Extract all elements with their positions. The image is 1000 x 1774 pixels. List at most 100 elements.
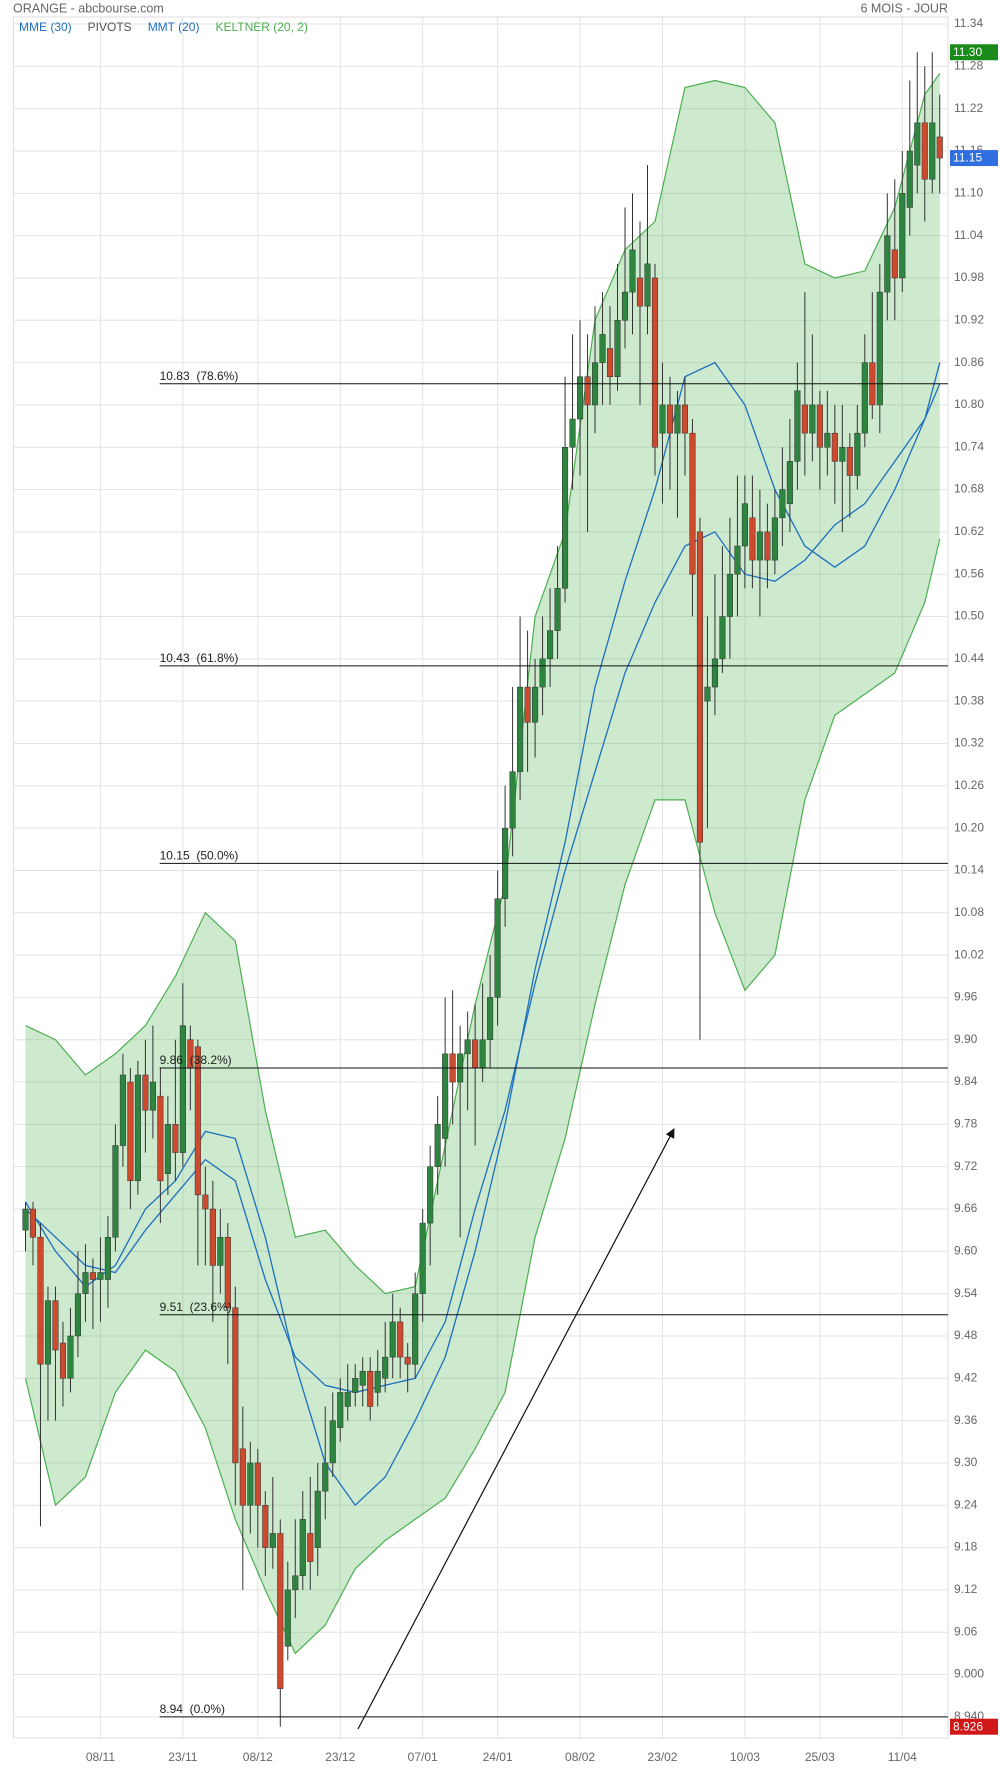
candle-body — [704, 686, 711, 702]
candle-body — [269, 1533, 276, 1548]
legend-entry: MMT (20) — [148, 20, 200, 34]
price-label-box — [950, 44, 998, 61]
candle-body — [112, 1145, 119, 1238]
candle-body — [397, 1321, 404, 1358]
y-tick-label: 9.84 — [954, 1074, 978, 1088]
y-tick-label: 10.14 — [954, 863, 984, 877]
candle-body — [299, 1519, 306, 1577]
plot-clip — [13, 17, 948, 1738]
keltner-lower — [24, 538, 941, 1655]
candle-body — [52, 1300, 59, 1351]
candle-body — [734, 545, 741, 575]
candle-body — [636, 277, 644, 307]
candle-body — [629, 249, 636, 293]
y-tick-label: 11.34 — [954, 16, 983, 30]
candle-body — [262, 1504, 269, 1548]
candle-body — [696, 531, 703, 843]
candle-body — [44, 1300, 52, 1365]
candle-body — [644, 263, 651, 307]
candle-body — [517, 686, 524, 772]
candle-body — [756, 531, 763, 561]
candle-body — [891, 249, 898, 279]
legend-entry: MME (30) — [19, 20, 72, 34]
y-tick-label: 9.78 — [954, 1117, 978, 1131]
y-tick-label: 9.42 — [954, 1370, 978, 1384]
y-tick-label: 10.02 — [954, 947, 984, 961]
candle-body — [239, 1448, 246, 1506]
y-tick-label: 10.44 — [954, 651, 984, 665]
price-label: 11.30 — [953, 45, 982, 59]
pivot-label: 9.86 (38.2%) — [160, 1053, 232, 1067]
keltner-band — [25, 73, 940, 1654]
keltner-upper — [25, 73, 941, 1295]
candle-body — [899, 193, 906, 279]
price-label-box — [950, 1718, 998, 1735]
candle-body — [254, 1462, 261, 1506]
candle-body — [532, 686, 539, 723]
y-tick-label: 10.92 — [954, 312, 984, 326]
candle-body — [524, 686, 531, 723]
candle-body — [606, 348, 614, 377]
pivot-label: 9.51 (23.6%) — [160, 1300, 232, 1314]
candle-body — [621, 291, 629, 321]
candle-body — [59, 1342, 67, 1379]
candle-body — [337, 1392, 344, 1428]
x-tick-label: 10/03 — [730, 1750, 760, 1764]
candle-body — [876, 291, 883, 406]
period-label: 6 MOIS - JOUR — [860, 1, 948, 15]
price-label: 11.15 — [953, 151, 982, 165]
chart-title: ORANGE - abcbourse.com — [13, 1, 164, 15]
candle-body — [142, 1074, 149, 1111]
y-tick-label: 11.04 — [954, 228, 983, 242]
candle-body — [479, 1039, 486, 1069]
legend-entry: KELTNER (20, 2) — [215, 20, 307, 34]
price-label: 8.926 — [953, 1719, 983, 1733]
candle-body — [689, 432, 696, 575]
candle-body — [179, 1025, 186, 1153]
y-tick-label: 10.38 — [954, 693, 984, 707]
candle-body — [284, 1589, 291, 1647]
x-tick-label: 23/02 — [647, 1750, 677, 1764]
legend-entry: PIVOTS — [88, 20, 132, 34]
candle-body — [794, 390, 801, 462]
candle-body — [861, 362, 868, 434]
candle-body — [37, 1236, 44, 1365]
candle-body — [487, 997, 494, 1040]
y-tick-label: 9.66 — [954, 1201, 978, 1215]
candle-body — [884, 235, 891, 293]
candle-body — [209, 1208, 216, 1266]
candle-body — [651, 277, 659, 448]
moving-average — [24, 361, 941, 1507]
pivot-label: 10.83 (78.6%) — [160, 369, 239, 383]
candle-body — [749, 517, 756, 561]
y-tick-label: 10.98 — [954, 270, 984, 284]
candle-body — [914, 122, 921, 166]
candle-body — [97, 1272, 104, 1280]
candle-body — [539, 658, 546, 688]
plot-area — [13, 16, 949, 1739]
candle-body — [741, 503, 748, 547]
candle-body — [217, 1236, 224, 1266]
y-tick-label: 9.36 — [954, 1413, 978, 1427]
y-tick-label: 9.12 — [954, 1582, 978, 1596]
candle-body — [711, 658, 718, 688]
candle-body — [382, 1356, 389, 1379]
x-tick-label: 11/04 — [888, 1750, 917, 1764]
candle-body — [547, 630, 554, 660]
y-tick-label: 10.74 — [954, 439, 984, 453]
candle-body — [816, 404, 823, 448]
candle-body — [674, 404, 681, 434]
candle-body — [599, 334, 606, 363]
trend-arrow — [357, 1128, 675, 1730]
x-tick-label: 08/11 — [86, 1750, 115, 1764]
candle-body — [127, 1081, 134, 1182]
y-tick-label: 10.32 — [954, 736, 984, 750]
y-tick-label: 10.68 — [954, 482, 984, 496]
candle-body — [224, 1236, 231, 1308]
candle-body — [314, 1490, 321, 1548]
y-tick-label: 10.56 — [954, 566, 984, 580]
candle-body — [666, 404, 674, 434]
y-tick-label: 10.50 — [954, 609, 984, 623]
candle-body — [164, 1124, 171, 1174]
candle-body — [247, 1462, 254, 1506]
